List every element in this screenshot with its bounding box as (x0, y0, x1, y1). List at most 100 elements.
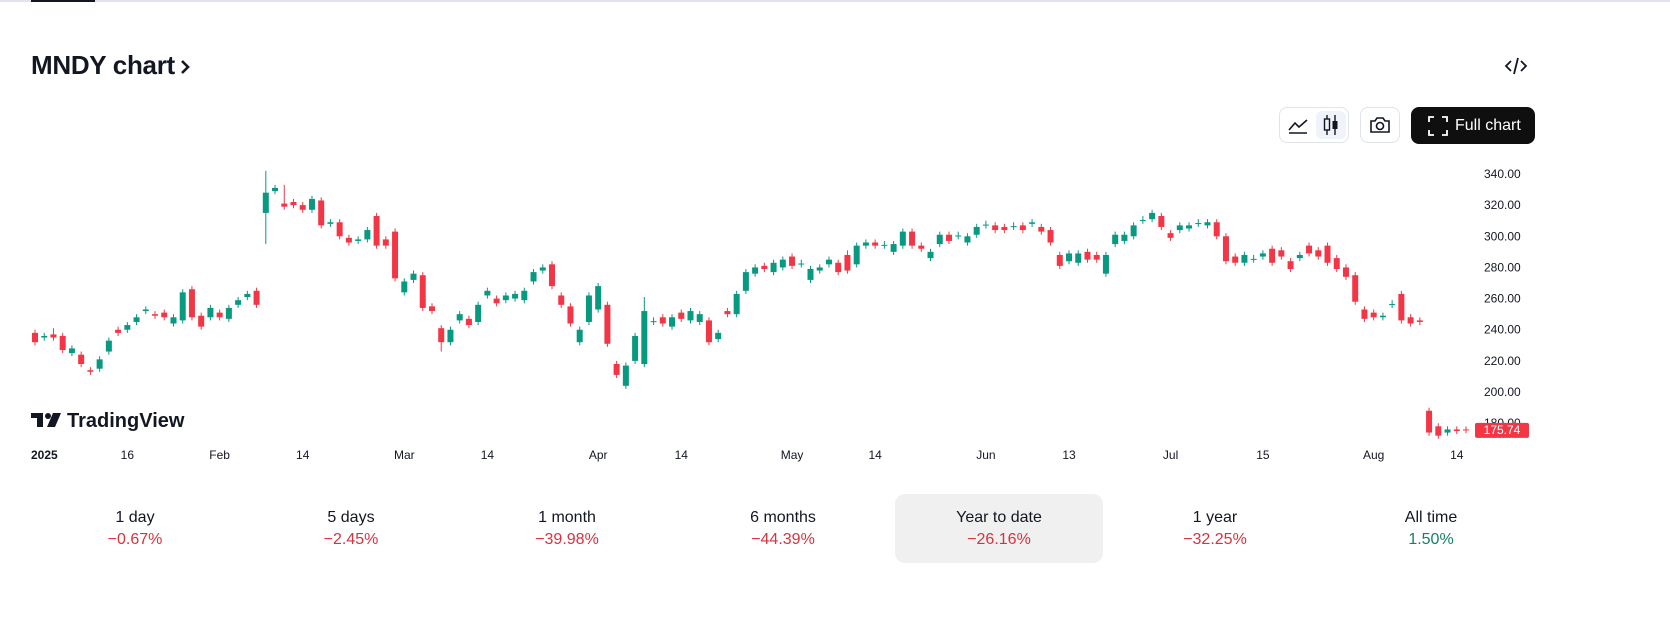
period-button[interactable]: 5 days −2.45% (247, 494, 455, 563)
period-button[interactable]: 1 day −0.67% (31, 494, 239, 563)
candle-body (659, 317, 666, 324)
full-chart-label: Full chart (1455, 116, 1521, 134)
candle-body (1398, 293, 1405, 321)
candle-body (1241, 254, 1248, 263)
candle-body (825, 259, 832, 265)
candle-body (1269, 248, 1276, 263)
embed-code-button[interactable] (1504, 55, 1528, 77)
x-tick-label: 14 (868, 448, 882, 462)
candle-style-button[interactable] (1316, 111, 1346, 139)
candle-body (1259, 253, 1266, 257)
candle-body (179, 292, 186, 321)
candle-body (216, 312, 223, 318)
candle-body (1222, 236, 1229, 262)
candle-body (733, 293, 740, 315)
candle-body (678, 312, 685, 319)
period-change: −39.98% (535, 530, 599, 548)
candle-body (1139, 219, 1146, 221)
period-button[interactable]: 1 year −32.25% (1111, 494, 1319, 563)
x-tick-label: May (781, 448, 804, 462)
candle-body (724, 311, 731, 315)
logo: TradingView (31, 410, 185, 432)
candle-body (1370, 312, 1377, 318)
x-tick-label: Mar (394, 448, 415, 462)
period-change: −44.39% (751, 530, 815, 548)
candle-body (853, 245, 860, 265)
period-button[interactable]: 1 month −39.98% (463, 494, 671, 563)
candle-body (1379, 315, 1386, 318)
candle-body (862, 242, 869, 246)
line-style-button[interactable] (1287, 115, 1309, 135)
last-price-badge (1475, 422, 1529, 438)
candle-body (1038, 226, 1045, 232)
candle-body (539, 267, 546, 271)
candle-body (142, 309, 149, 312)
candle-body (881, 244, 888, 246)
logo-mark (31, 413, 43, 427)
candle-body (1001, 226, 1008, 231)
logo-text: TradingView (67, 410, 185, 432)
x-tick-label: Jun (976, 448, 995, 462)
snapshot-button[interactable] (1360, 107, 1400, 143)
candle-body (1176, 225, 1183, 231)
chart-link[interactable]: MNDY chart (31, 50, 191, 81)
candle-body (1213, 222, 1220, 237)
candle-body (235, 300, 242, 305)
y-tick-label: 240.00 (1484, 323, 1521, 337)
candle-body (742, 272, 749, 291)
candle-body (1019, 225, 1026, 231)
candle-body (927, 251, 934, 259)
logo-mark (47, 413, 61, 427)
candle-body (1102, 254, 1109, 274)
candle-body (244, 293, 251, 298)
candle-body (1158, 216, 1165, 227)
candle-body (558, 295, 565, 305)
period-change: −0.67% (107, 530, 163, 548)
candle-body (198, 315, 205, 327)
candle-body (752, 267, 759, 274)
candle-body (992, 225, 999, 231)
candle-body (835, 262, 842, 273)
candle-body (650, 321, 657, 323)
candle-body (1047, 230, 1054, 243)
candle-body (419, 275, 426, 308)
candle-body (438, 328, 445, 343)
period-button[interactable]: All time 1.50% (1327, 494, 1535, 563)
candle-body (152, 314, 159, 316)
candle-body (512, 293, 519, 299)
candle-body (355, 239, 362, 241)
plot: 180.00200.00220.00240.00260.00280.00300.… (31, 167, 1529, 462)
period-label: 5 days (327, 508, 375, 526)
candle-body (78, 354, 85, 365)
candle-body (1093, 254, 1100, 260)
candle-body (382, 239, 389, 246)
candle-body (345, 237, 352, 243)
candle-body (1167, 233, 1174, 238)
period-label: 1 year (1192, 508, 1238, 526)
candle-body (1232, 256, 1239, 263)
candle-body (272, 187, 279, 192)
x-tick-label: Apr (589, 448, 608, 462)
candle-body (1130, 225, 1137, 237)
y-tick-label: 300.00 (1484, 229, 1521, 243)
last-price-label: 175.74 (1484, 423, 1521, 437)
candle-body (816, 267, 823, 271)
candle-body (1149, 212, 1156, 220)
candle-body (890, 244, 897, 252)
candle-body (955, 235, 962, 237)
candle-body (622, 365, 629, 386)
candle-body (909, 231, 916, 246)
chevron-icon (180, 60, 190, 75)
full-chart-button[interactable]: Full chart (1411, 107, 1535, 144)
period-button[interactable]: 6 months −44.39% (679, 494, 887, 563)
x-tick-label: 14 (296, 448, 310, 462)
candle-body (59, 335, 66, 350)
candle-body (207, 307, 214, 318)
candle-body (1306, 245, 1313, 254)
period-button[interactable]: Year to date −26.16% (895, 494, 1103, 563)
period-selector: 1 day −0.67% 5 days −2.45% 1 month −39.98% 6 m… (31, 494, 1535, 563)
candle-body (1444, 429, 1451, 433)
candle-body (1315, 250, 1322, 257)
candle-body (585, 295, 592, 322)
candle-body (308, 198, 315, 210)
